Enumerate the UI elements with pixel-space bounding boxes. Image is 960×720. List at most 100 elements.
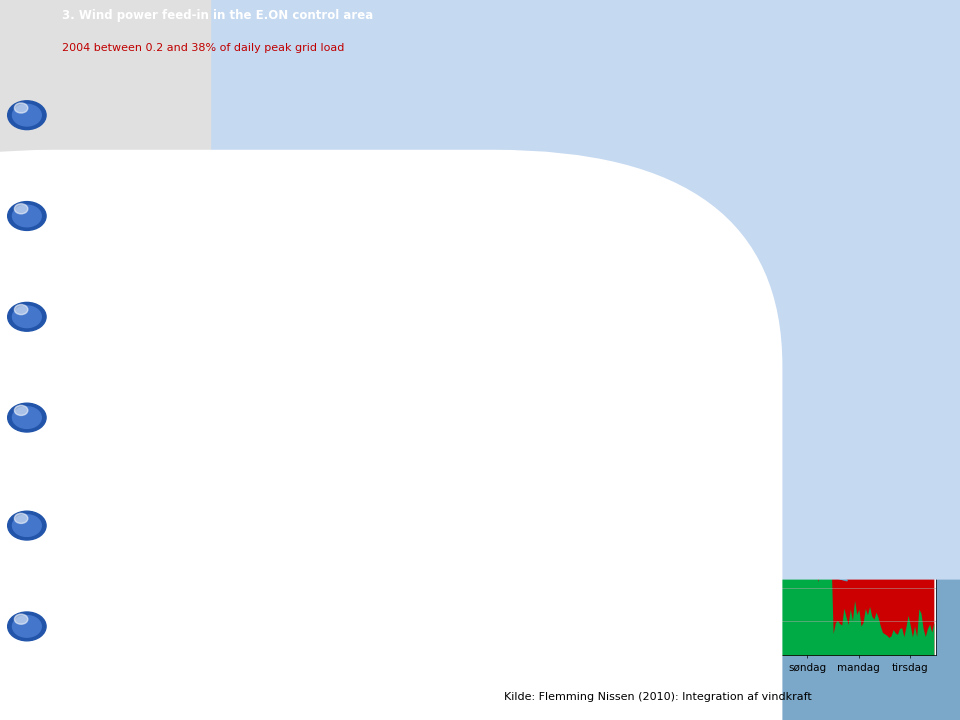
Bar — [277, 250, 278, 349]
Bar — [268, 264, 269, 349]
Bar — [286, 246, 288, 349]
Bar — [240, 255, 242, 349]
Bar — [177, 145, 178, 349]
Bar — [225, 283, 226, 349]
Y-axis label: Relation wind power feed-in/peak grid load (% ): Relation wind power feed-in/peak grid lo… — [84, 110, 93, 311]
Bar — [278, 246, 280, 349]
Bar — [129, 315, 130, 349]
Bar — [175, 292, 176, 349]
Bar — [186, 131, 188, 349]
Text: varierte produksjonen fra 0,2% til: varierte produksjonen fra 0,2% til — [522, 205, 780, 220]
Bar — [349, 259, 351, 349]
Bar — [261, 267, 263, 349]
Bar — [236, 249, 238, 349]
Bar — [284, 215, 286, 349]
Text: Variation i elforbrug: Variation i elforbrug — [732, 392, 898, 413]
Bar — [199, 292, 200, 349]
Bar — [273, 249, 275, 349]
Bar — [465, 293, 467, 349]
Bar — [439, 299, 440, 349]
Bar — [204, 283, 205, 349]
Bar — [246, 262, 248, 349]
Bar — [301, 246, 303, 349]
Bar — [217, 283, 218, 349]
Bar — [159, 261, 161, 349]
Bar — [342, 244, 344, 349]
Bar — [332, 264, 334, 349]
Bar — [168, 171, 169, 349]
Bar — [320, 230, 321, 349]
Bar — [129, 315, 131, 349]
Bar — [330, 249, 332, 349]
Bar — [215, 148, 217, 349]
Bar — [288, 244, 290, 349]
Text: Samtidig varierer etterspørselen helt
i utakt med vindkraftproduksjonen.
Differa: Samtidig varierer etterspørselen helt i … — [80, 378, 353, 482]
Bar — [300, 253, 301, 349]
Bar — [198, 299, 199, 349]
Bar — [196, 189, 198, 349]
Bar — [324, 162, 326, 349]
Bar — [144, 279, 145, 349]
Bar — [257, 239, 258, 349]
Bar — [140, 292, 141, 349]
Bar — [244, 217, 246, 349]
Bar — [269, 261, 271, 349]
Bar — [426, 312, 428, 349]
Bar — [296, 191, 297, 349]
Text: 2004 between 0.2 and 38% of daily peak grid load: 2004 between 0.2 and 38% of daily peak g… — [62, 42, 345, 53]
Bar — [228, 279, 229, 349]
Bar — [344, 254, 345, 349]
Bar — [211, 267, 213, 349]
Bar — [182, 302, 184, 349]
Bar — [193, 302, 194, 349]
Bar — [242, 240, 244, 349]
Bar — [209, 157, 210, 349]
Bar — [309, 232, 311, 349]
Bar — [394, 279, 396, 349]
Bar — [134, 308, 136, 349]
Bar — [158, 310, 159, 349]
Bar — [156, 131, 157, 349]
Bar — [255, 265, 257, 349]
Bar — [171, 303, 172, 349]
Bar — [315, 235, 317, 349]
Bar — [190, 123, 192, 349]
Bar — [424, 289, 426, 349]
Bar — [167, 273, 168, 349]
Bar — [157, 283, 159, 349]
Bar — [444, 291, 445, 349]
Bar — [165, 311, 166, 349]
Bar — [470, 279, 472, 349]
Bar — [467, 115, 468, 349]
Bar — [417, 305, 419, 349]
Bar — [420, 305, 421, 349]
Bar — [388, 282, 390, 349]
Bar — [383, 253, 384, 349]
Bar — [152, 302, 153, 349]
Bar — [213, 274, 214, 349]
Bar — [266, 256, 267, 349]
Bar — [163, 154, 165, 349]
Bar — [442, 292, 443, 349]
Bar — [362, 233, 363, 349]
Bar — [221, 277, 223, 349]
Bar — [142, 281, 144, 349]
Bar — [372, 266, 374, 349]
Bar — [253, 232, 255, 349]
Bar — [275, 217, 276, 349]
Bar — [457, 282, 459, 349]
Bar — [378, 256, 380, 349]
Bar — [227, 235, 228, 349]
Bar — [196, 229, 197, 349]
Bar — [459, 135, 461, 349]
Text: i 2008.: i 2008. — [522, 344, 574, 359]
Bar — [132, 306, 134, 349]
Bar — [201, 116, 202, 349]
Bar — [233, 215, 234, 349]
Bar — [428, 305, 429, 349]
Text: VIND: VIND — [840, 534, 918, 580]
Bar — [386, 294, 387, 349]
Bar — [440, 299, 442, 349]
Bar — [125, 318, 127, 349]
Bar — [235, 274, 236, 349]
